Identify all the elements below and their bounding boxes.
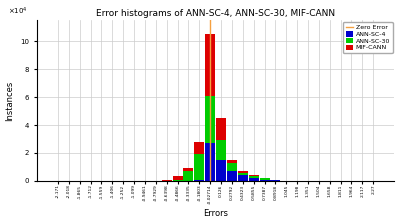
Bar [172, 180, 182, 181]
Bar [184, 171, 194, 181]
Bar [194, 142, 204, 154]
Zero Error [208, 180, 212, 182]
Bar [216, 160, 226, 181]
Y-axis label: Instances: Instances [6, 80, 14, 121]
Bar [238, 171, 248, 172]
Text: $\times10^4$: $\times10^4$ [8, 6, 28, 17]
Bar [205, 143, 215, 181]
Bar [260, 178, 270, 179]
Bar [205, 96, 215, 143]
Bar [238, 175, 248, 181]
Bar [249, 175, 259, 176]
Bar [260, 179, 270, 181]
Bar [216, 140, 226, 160]
Bar [172, 176, 182, 180]
Bar [216, 118, 226, 140]
Bar [194, 179, 204, 181]
Bar [270, 180, 280, 181]
Bar [194, 154, 204, 179]
Bar [227, 163, 237, 171]
Title: Error histograms of ANN-SC-4, ANN-SC-30, MIF-CANN: Error histograms of ANN-SC-4, ANN-SC-30,… [96, 9, 335, 18]
Bar [238, 172, 248, 175]
Legend: Zero Error, ANN-SC-4, ANN-SC-30, MIF-CANN: Zero Error, ANN-SC-4, ANN-SC-30, MIF-CAN… [343, 22, 392, 53]
Bar [205, 34, 215, 96]
Bar [162, 180, 172, 181]
Bar [227, 160, 237, 163]
Zero Error [208, 180, 212, 182]
Bar [249, 176, 259, 178]
X-axis label: Errors: Errors [203, 209, 228, 218]
Bar [227, 171, 237, 181]
Bar [184, 168, 194, 171]
Bar [249, 178, 259, 181]
